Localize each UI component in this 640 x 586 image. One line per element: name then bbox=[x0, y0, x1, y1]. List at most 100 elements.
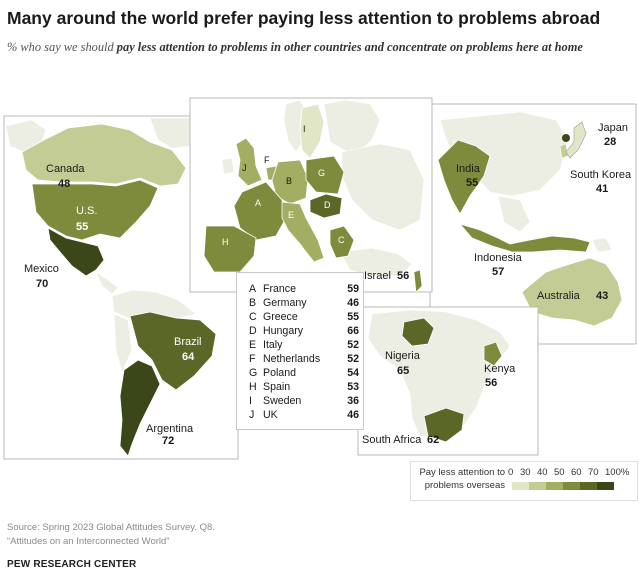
hungary-shape bbox=[309, 193, 343, 219]
europe-key-legend: A France 59 B Germany 46 C Greece 55 D Hungary 6… bbox=[236, 272, 364, 430]
brazil-shape bbox=[129, 311, 217, 391]
scale-swatch-2 bbox=[529, 482, 546, 490]
legend-row-netherlands: F Netherlands 52 bbox=[249, 353, 359, 367]
legend-value: 52 bbox=[347, 339, 359, 351]
label-canada: Canada bbox=[46, 163, 85, 175]
legend-country: Italy bbox=[263, 339, 283, 351]
legend-value: 59 bbox=[347, 283, 359, 295]
scale-swatch-4 bbox=[563, 482, 580, 490]
legend-key: I bbox=[249, 395, 252, 407]
letter-netherlands: F bbox=[264, 155, 270, 165]
value-indonesia: 57 bbox=[492, 266, 504, 278]
value-kenya: 56 bbox=[485, 377, 497, 389]
organization-credit: PEW RESEARCH CENTER bbox=[7, 559, 137, 570]
scale-swatch-3 bbox=[546, 482, 563, 490]
kenya-shape bbox=[483, 341, 503, 367]
label-israel: Israel bbox=[364, 270, 391, 282]
greece-shape bbox=[329, 225, 355, 259]
legend-row-france: A France 59 bbox=[249, 283, 359, 297]
value-japan: 28 bbox=[604, 136, 616, 148]
legend-key: D bbox=[249, 325, 257, 337]
israel-shape bbox=[413, 269, 423, 293]
value-argentina: 72 bbox=[162, 435, 174, 447]
source-note: Source: Spring 2023 Global Attitudes Sur… bbox=[7, 521, 215, 549]
legend-country: Greece bbox=[263, 311, 298, 323]
color-scale-label: Pay less attention to problems overseas bbox=[413, 466, 505, 492]
turkey-shape bbox=[339, 247, 413, 277]
legend-key: H bbox=[249, 381, 257, 393]
legend-value: 36 bbox=[347, 395, 359, 407]
value-australia: 43 bbox=[596, 290, 608, 302]
subtitle-emphasis: pay less attention to problems in other … bbox=[116, 40, 583, 54]
legend-key: J bbox=[249, 409, 255, 421]
letter-sweden: I bbox=[303, 124, 306, 134]
scale-swatch-1 bbox=[512, 482, 529, 490]
sweden-shape bbox=[299, 103, 325, 159]
legend-row-germany: B Germany 46 bbox=[249, 297, 359, 311]
legend-value: 53 bbox=[347, 381, 359, 393]
eastern-europe-shape bbox=[341, 143, 425, 231]
southeast-asia-shape bbox=[497, 195, 531, 233]
canada-shape bbox=[21, 123, 187, 187]
legend-key: B bbox=[249, 297, 257, 309]
color-scale-legend: Pay less attention to problems overseas … bbox=[410, 461, 638, 501]
central-america-shape bbox=[95, 271, 119, 295]
japan-marker bbox=[562, 134, 570, 142]
australia-shape bbox=[521, 257, 623, 327]
label-south-africa: South Africa bbox=[362, 434, 422, 446]
scale-tick-0: 0 bbox=[508, 467, 514, 478]
scale-tick-70: 70 bbox=[588, 467, 599, 478]
legend-country: Sweden bbox=[263, 395, 302, 407]
legend-country: Spain bbox=[263, 381, 291, 393]
india-shape bbox=[437, 139, 491, 215]
south-korea-shape bbox=[559, 143, 569, 159]
france-shape bbox=[233, 181, 287, 241]
legend-value: 66 bbox=[347, 325, 359, 337]
label-argentina: Argentina bbox=[146, 423, 194, 435]
letter-germany: B bbox=[286, 176, 292, 186]
western-south-america-shape bbox=[113, 313, 133, 373]
label-indonesia: Indonesia bbox=[474, 252, 523, 264]
color-scale-label-line2: problems overseas bbox=[424, 480, 505, 491]
chart-title: Many around the world prefer paying less… bbox=[7, 8, 601, 28]
scale-tick-40: 40 bbox=[537, 467, 548, 478]
africa-panel: Nigeria 65 Kenya 56 South Africa 62 bbox=[357, 306, 539, 456]
legend-row-italy: E Italy 52 bbox=[249, 339, 359, 353]
legend-row-sweden: I Sweden 36 bbox=[249, 395, 359, 409]
letter-france: A bbox=[255, 198, 261, 208]
letter-greece: C bbox=[338, 235, 345, 245]
letter-uk: J bbox=[242, 163, 247, 173]
label-brazil: Brazil bbox=[174, 336, 202, 348]
indonesia-shape bbox=[458, 223, 591, 253]
northern-south-america-shape bbox=[111, 289, 197, 319]
poland-shape bbox=[305, 155, 345, 195]
legend-key: C bbox=[249, 311, 257, 323]
south-africa-shape bbox=[423, 407, 465, 443]
legend-country: France bbox=[263, 283, 296, 295]
value-brazil: 64 bbox=[182, 351, 195, 363]
source-line-2: “Attitudes on an Interconnected World” bbox=[7, 536, 170, 547]
legend-row-spain: H Spain 53 bbox=[249, 381, 359, 395]
papua-new-guinea-shape bbox=[591, 237, 613, 253]
chart-subtitle: % who say we should pay less attention t… bbox=[7, 39, 622, 56]
scale-tick-100: 100% bbox=[605, 467, 630, 478]
legend-row-poland: G Poland 54 bbox=[249, 367, 359, 381]
scale-tick-30: 30 bbox=[520, 467, 531, 478]
mexico-shape bbox=[47, 227, 105, 277]
germany-shape bbox=[271, 159, 309, 205]
color-scale-label-line1: Pay less attention to bbox=[419, 467, 505, 478]
spain-shape bbox=[203, 225, 257, 273]
scale-swatch-5 bbox=[580, 482, 597, 490]
asia-pacific-panel: Japan 28 South Korea 41 India 55 Indones… bbox=[429, 103, 637, 345]
value-israel: 56 bbox=[397, 270, 409, 282]
value-nigeria: 65 bbox=[397, 365, 409, 377]
value-south-korea: 41 bbox=[596, 183, 608, 195]
letter-hungary: D bbox=[324, 200, 331, 210]
label-india: India bbox=[456, 163, 481, 175]
ireland-shape bbox=[221, 157, 235, 175]
value-india: 55 bbox=[466, 177, 478, 189]
legend-country: Germany bbox=[263, 297, 307, 309]
americas-panel: Canada 48 U.S. 55 Mexico 70 Brazil 64 Ar… bbox=[3, 115, 239, 460]
subtitle-lead: % who say we should bbox=[7, 40, 117, 54]
source-line-1: Source: Spring 2023 Global Attitudes Sur… bbox=[7, 522, 215, 533]
